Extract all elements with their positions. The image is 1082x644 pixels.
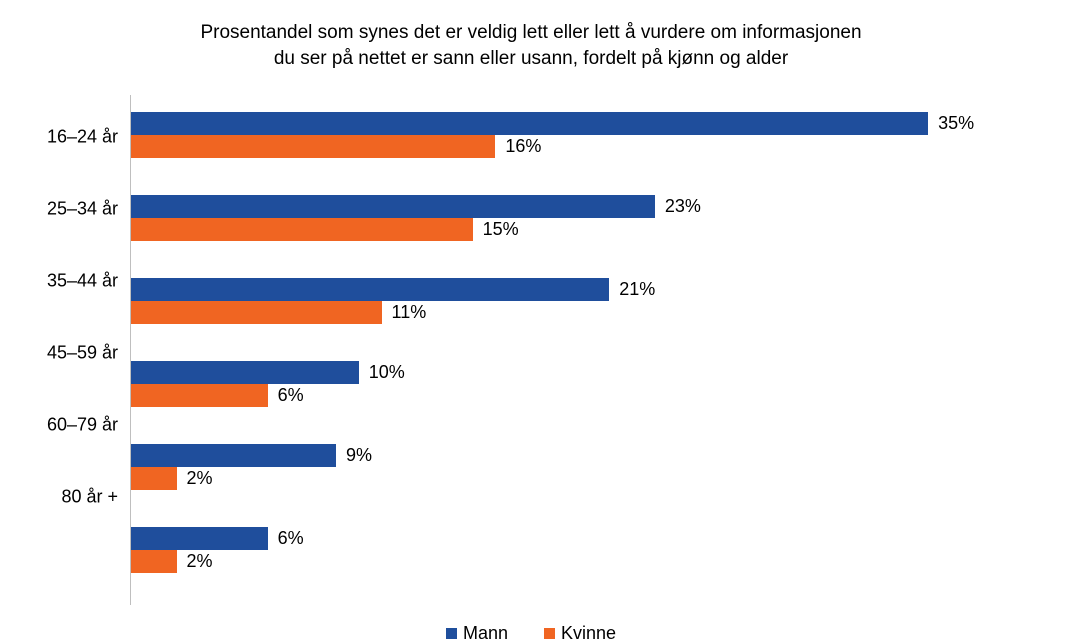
category-label: 25–34 år (47, 199, 118, 220)
bar-value-label: 6% (278, 528, 304, 549)
bar-row: 2% (131, 467, 1042, 490)
bar-value-label: 2% (187, 551, 213, 572)
bar-row: 2% (131, 550, 1042, 573)
category-label: 35–44 år (47, 271, 118, 292)
bar-value-label: 35% (938, 113, 974, 134)
bar-row: 6% (131, 384, 1042, 407)
legend-swatch-mann (446, 628, 457, 639)
bar (131, 301, 382, 324)
bars-area: 35% 16% 23% 15% 21% 11% 10% 6% 9% 2% 6% 2% (130, 95, 1042, 605)
bar-group: 23% 15% (131, 195, 1042, 267)
bar-row: 6% (131, 527, 1042, 550)
bar (131, 384, 268, 407)
bar-row: 11% (131, 301, 1042, 324)
category-label: 80 år + (61, 487, 118, 508)
plot-area: 16–24 år 25–34 år 35–44 år 45–59 år 60–79 år… (20, 95, 1042, 605)
bar-group: 9% 2% (131, 444, 1042, 516)
bar (131, 112, 928, 135)
bar (131, 361, 359, 384)
chart-title: Prosentandel som synes det er veldig let… (20, 20, 1042, 71)
legend-item-kvinne: Kvinne (544, 623, 616, 644)
bar-row: 16% (131, 135, 1042, 158)
category-label: 45–59 år (47, 343, 118, 364)
bar-value-label: 9% (346, 445, 372, 466)
bar (131, 195, 655, 218)
legend-label-mann: Mann (463, 623, 508, 644)
bar-group: 6% 2% (131, 527, 1042, 599)
category-label: 16–24 år (47, 127, 118, 148)
bar-value-label: 23% (665, 196, 701, 217)
bar-value-label: 15% (483, 219, 519, 240)
bar-value-label: 11% (392, 302, 427, 323)
bar (131, 218, 473, 241)
chart-container: Prosentandel som synes det er veldig let… (0, 0, 1082, 601)
bar (131, 550, 177, 573)
bar-value-label: 6% (278, 385, 304, 406)
category-label: 60–79 år (47, 415, 118, 436)
y-axis-labels: 16–24 år 25–34 år 35–44 år 45–59 år 60–79 år… (20, 95, 130, 605)
bar-value-label: 21% (619, 279, 655, 300)
bar-value-label: 16% (505, 136, 541, 157)
bar-row: 10% (131, 361, 1042, 384)
bar-group: 10% 6% (131, 361, 1042, 433)
bar-row: 15% (131, 218, 1042, 241)
bar (131, 467, 177, 490)
bar (131, 527, 268, 550)
bar-row: 9% (131, 444, 1042, 467)
legend-item-mann: Mann (446, 623, 508, 644)
bar-row: 21% (131, 278, 1042, 301)
legend-label-kvinne: Kvinne (561, 623, 616, 644)
bar-value-label: 2% (187, 468, 213, 489)
legend-swatch-kvinne (544, 628, 555, 639)
chart-title-line1: Prosentandel som synes det er veldig let… (200, 22, 861, 43)
bar-group: 21% 11% (131, 278, 1042, 350)
bar-group: 35% 16% (131, 112, 1042, 184)
bar (131, 444, 336, 467)
bar (131, 278, 609, 301)
bar-value-label: 10% (369, 362, 405, 383)
bar-row: 35% (131, 112, 1042, 135)
legend: Mann Kvinne (20, 623, 1042, 644)
bar (131, 135, 495, 158)
bar-row: 23% (131, 195, 1042, 218)
chart-title-line2: du ser på nettet er sann eller usann, fo… (274, 48, 788, 69)
